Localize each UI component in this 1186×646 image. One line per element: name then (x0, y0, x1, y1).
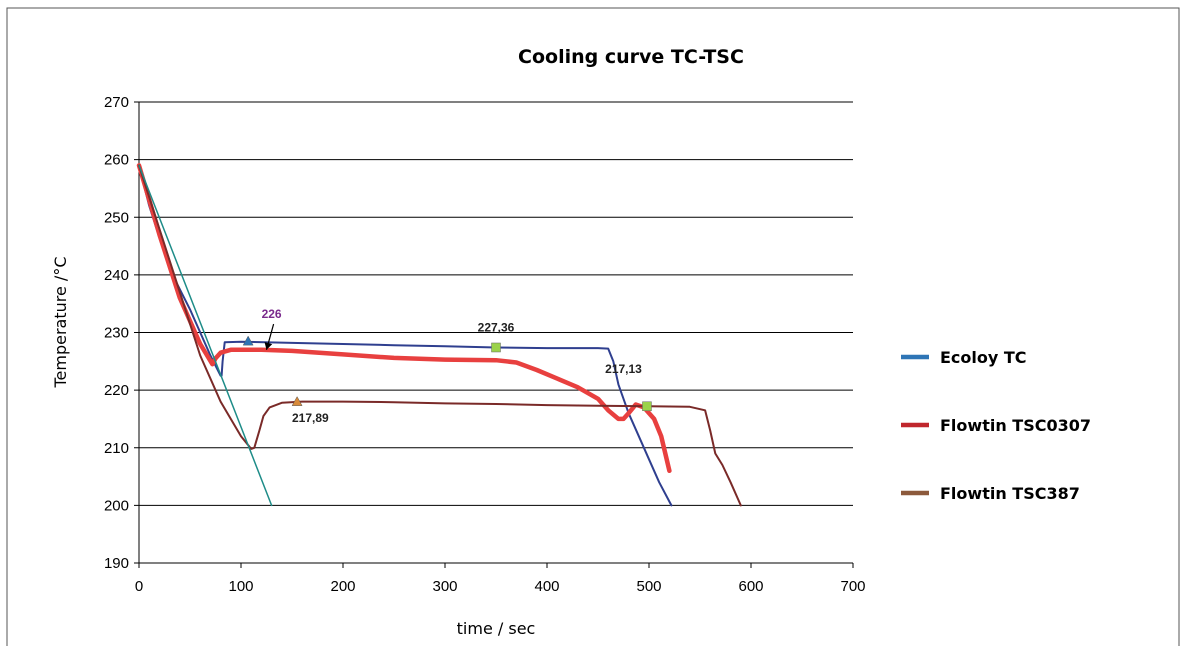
x-tick-label-700: 700 (840, 578, 865, 595)
y-tick-label-230: 230 (104, 325, 129, 342)
series-line-flowtin-tsc0307 (136, 163, 672, 474)
annotation-group: 226 227,36 217,13 217,89 (262, 307, 643, 425)
arrow-head-0 (264, 341, 273, 350)
x-tick-label-400: 400 (534, 578, 559, 595)
grid (139, 101, 853, 564)
x-tick-label-200: 200 (330, 578, 355, 595)
y-tick-label-210: 210 (104, 440, 129, 457)
y-tick-label-240: 240 (104, 267, 129, 284)
legend: Ecoloy TC Flowtin TSC0307 Flowtin TSC387 (901, 348, 1091, 503)
y-tick-label-190: 190 (104, 555, 129, 572)
marker-square-3 (642, 401, 652, 412)
x-tick-label-500: 500 (636, 578, 661, 595)
x-tick-label-300: 300 (432, 578, 457, 595)
marker-triangle-0 (242, 335, 254, 346)
series-group (136, 163, 742, 507)
tick-labels: 190 200 210 220 230 240 250 260 270 0 100 200 300 400… (104, 94, 866, 595)
chart-title: Cooling curve TC-TSC (518, 46, 744, 68)
y-tick-label-200: 200 (104, 497, 129, 514)
legend-label-flowtin-tsc387: Flowtin TSC387 (940, 484, 1080, 503)
chart-border (6, 7, 1180, 646)
y-tick-label-270: 270 (104, 94, 129, 111)
marker-triangle-1 (291, 396, 303, 406)
y-tick-label-260: 260 (104, 152, 129, 169)
y-axis-title: Temperature /°C (51, 257, 70, 389)
marker-group (242, 335, 652, 412)
data-label-0: 226 (262, 307, 282, 321)
legend-label-flowtin-tsc0307: Flowtin TSC0307 (940, 416, 1091, 435)
data-label-2: 217,13 (605, 362, 642, 376)
data-label-1: 227,36 (478, 320, 515, 334)
marker-square-2 (491, 342, 501, 353)
series-line-flowtin-tsc387 (138, 164, 742, 507)
series-line-reference-3 (138, 164, 273, 507)
x-tick-label-0: 0 (135, 578, 143, 595)
x-tick-label-100: 100 (228, 578, 253, 595)
x-tick-label-600: 600 (738, 578, 763, 595)
axes (134, 101, 854, 568)
x-axis-title: time / sec (457, 619, 536, 638)
data-label-3: 217,89 (292, 411, 329, 425)
legend-label-ecoloy-tc: Ecoloy TC (940, 348, 1027, 367)
y-tick-label-250: 250 (104, 209, 129, 226)
y-tick-label-220: 220 (104, 382, 129, 399)
